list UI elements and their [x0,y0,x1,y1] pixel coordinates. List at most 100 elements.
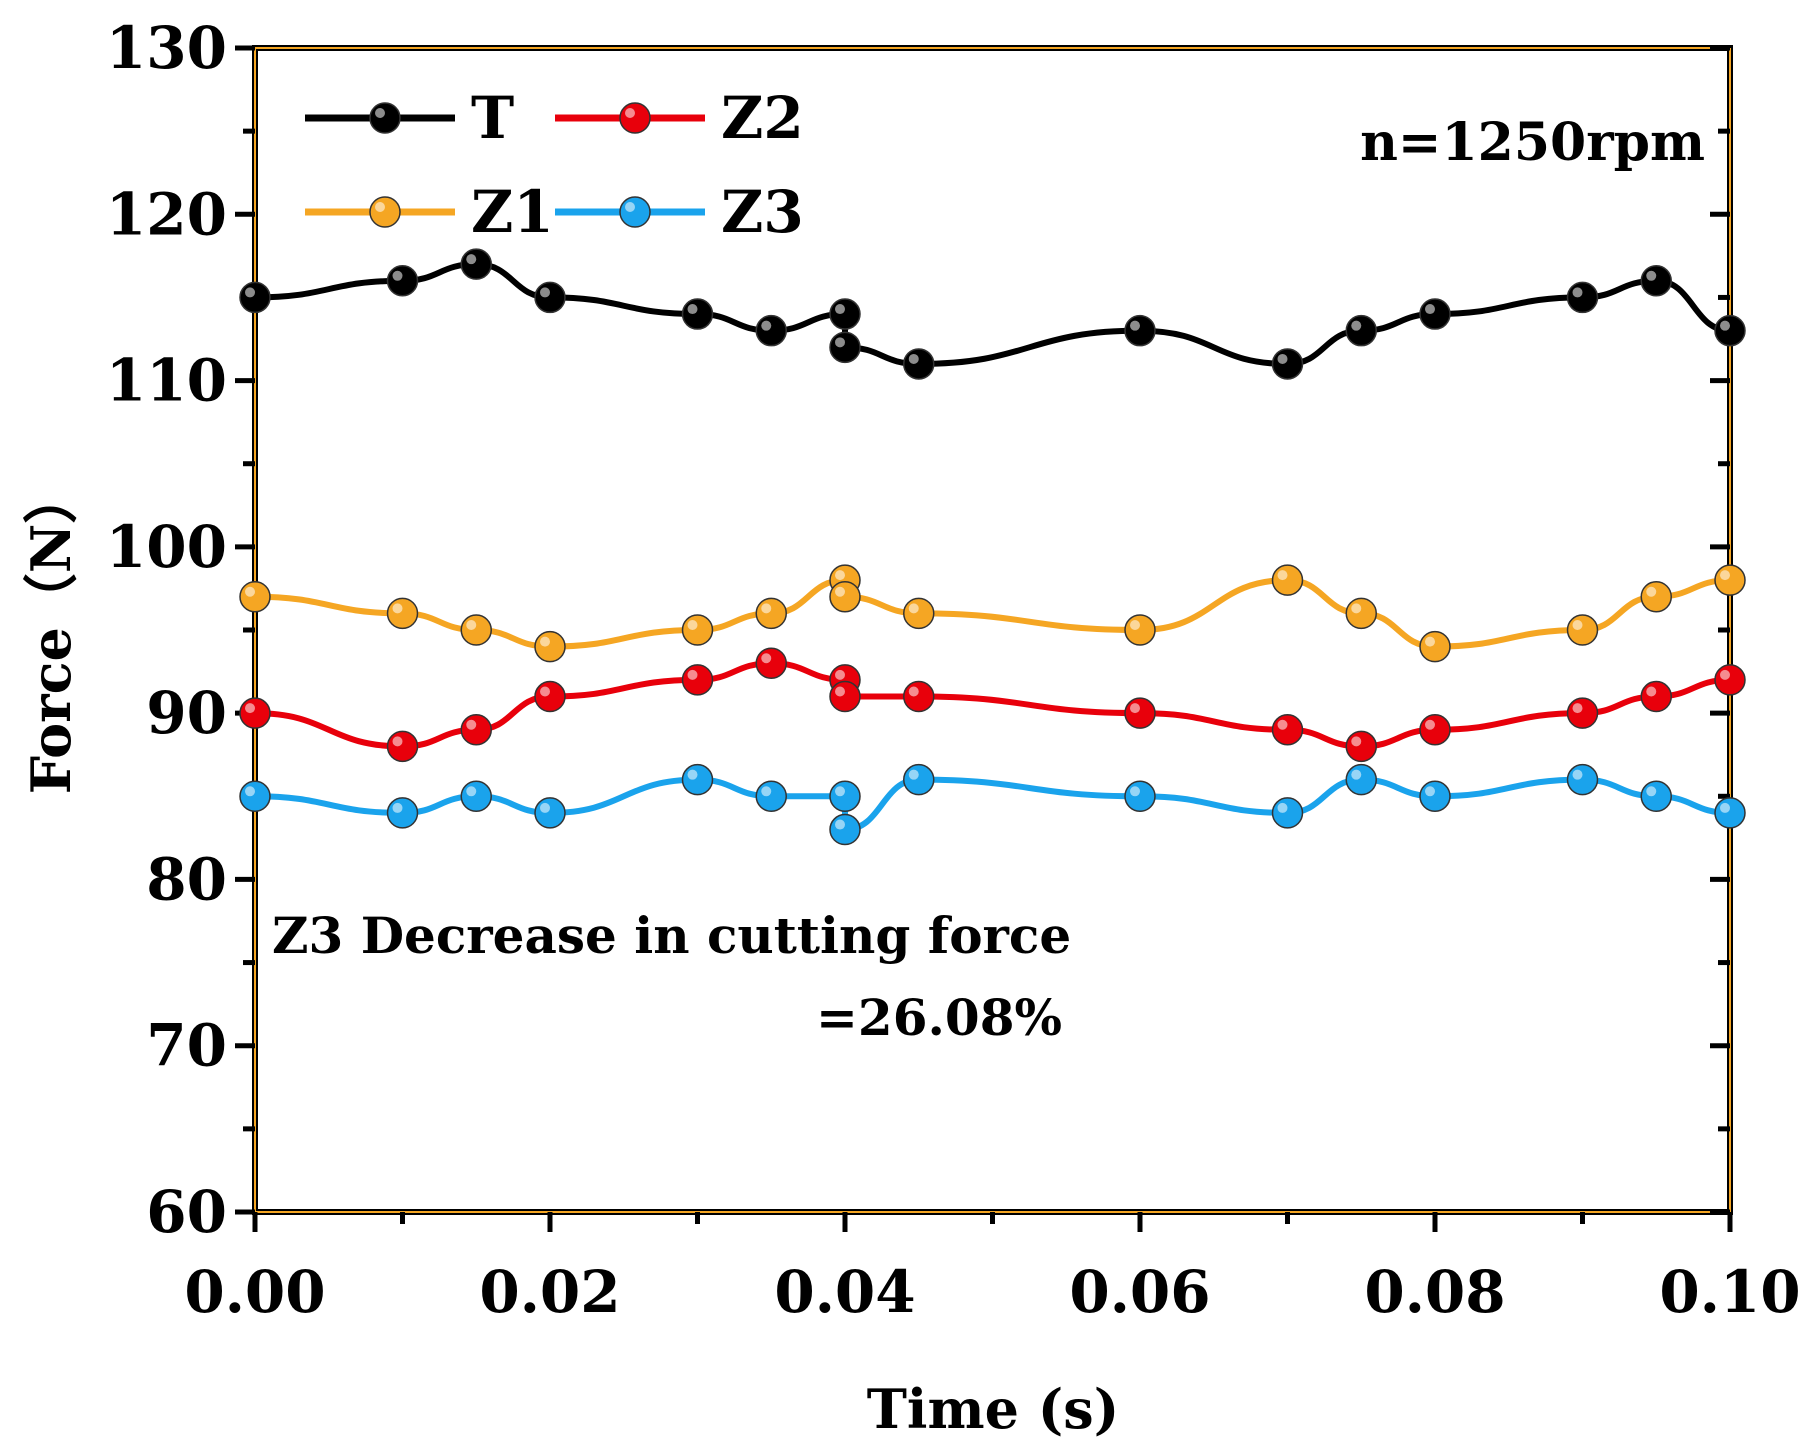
data-point-highlight [1720,570,1730,581]
data-point [534,281,566,314]
data-point-highlight [392,736,403,747]
data-point-highlight [1646,270,1657,281]
x-tick-label: 0.04 [774,1258,915,1326]
y-tick-label: 110 [106,347,227,415]
data-point [1714,564,1746,596]
data-point [1640,780,1672,813]
data-point [755,780,787,813]
data-point-highlight [392,802,403,813]
data-point [1566,281,1599,314]
legend-label: Z1 [471,178,554,246]
data-point [460,780,492,813]
y-tick-label: 60 [146,1178,227,1246]
data-point-highlight [1425,636,1435,647]
data-point [1124,697,1156,729]
tick-labels: 60 70 80 90 100 110 120 130 0.00 0.02 0.04 0.06 0.08… [106,14,1801,1326]
data-point [1271,797,1304,829]
legend-marker [619,102,651,134]
data-point [903,763,935,796]
data-point [829,298,861,330]
data-point-highlight [687,669,698,680]
y-tick-label: 100 [106,513,227,581]
data-point-highlight [1277,570,1288,581]
data-point-highlight [908,769,919,780]
data-point [1419,780,1451,813]
data-point [681,763,714,796]
data-point [1419,298,1451,330]
data-point-highlight [540,287,550,298]
data-point [239,697,271,729]
data-point-highlight [392,270,403,281]
data-point [1271,348,1304,380]
legend-entry-z3: Z3 [555,178,804,246]
data-point-highlight [761,653,772,664]
decrease-value-annotation: =26.08% [816,988,1062,1047]
data-point-highlight [687,769,698,780]
x-tick-label: 0.00 [184,1258,325,1326]
data-point-highlight [1130,703,1140,714]
legend-entry-z2: Z2 [555,84,804,152]
data-point-highlight [1646,586,1657,597]
legend: T Z2 Z1 Z3 [305,84,804,246]
data-point-highlight [761,320,772,331]
y-tick-label: 90 [146,679,227,747]
data-point [829,813,861,846]
data-point-highlight [466,786,477,797]
legend-marker [619,196,651,228]
data-point [1345,597,1377,630]
data-point [681,664,714,696]
data-point [460,248,492,280]
data-point-highlight [245,287,255,298]
data-point [534,680,566,713]
legend-marker [369,196,401,228]
data-point-highlight [1646,786,1657,797]
axis-ticks [235,45,1733,1232]
data-point-highlight [1425,304,1435,315]
data-point [1714,314,1746,347]
legend-marker-highlight [375,108,385,118]
series-z2 [239,647,1746,763]
data-point-highlight [1130,786,1140,797]
legend-label: T [471,84,514,152]
data-point [755,647,787,680]
data-point-highlight [392,603,403,614]
data-point-highlight [466,719,477,730]
data-point [1714,797,1746,829]
data-point-highlight [908,353,919,364]
data-point [829,780,861,813]
data-point-highlight [1130,320,1140,331]
data-point [903,348,935,380]
data-point-highlight [1277,353,1288,364]
data-point [1345,314,1377,347]
data-point-highlight [1351,736,1362,747]
data-point-highlight [835,570,845,581]
data-point [386,597,419,630]
data-point [829,331,861,364]
data-point [239,780,271,813]
decrease-annotation: Z3 Decrease in cutting force [272,906,1071,965]
data-point-highlight [1572,620,1583,630]
data-point-highlight [1351,769,1362,780]
x-tick-label: 0.10 [1659,1258,1800,1326]
data-point [534,630,566,663]
data-point [1271,714,1304,746]
data-point-highlight [835,304,845,315]
y-tick-label: 80 [146,845,227,913]
data-point-highlight [1425,719,1435,730]
data-point [829,580,861,613]
data-point-highlight [835,337,845,348]
data-point-highlight [835,819,845,830]
data-point-highlight [540,636,550,647]
data-point [755,597,787,630]
data-point [1566,697,1599,729]
data-point [755,314,787,347]
data-point [681,298,714,330]
data-point [1124,314,1156,347]
data-point-highlight [835,686,845,697]
data-point-highlight [908,603,919,614]
data-point [386,797,419,829]
data-point-highlight [1425,786,1435,797]
data-point-highlight [1277,719,1288,730]
data-point [1714,664,1746,696]
